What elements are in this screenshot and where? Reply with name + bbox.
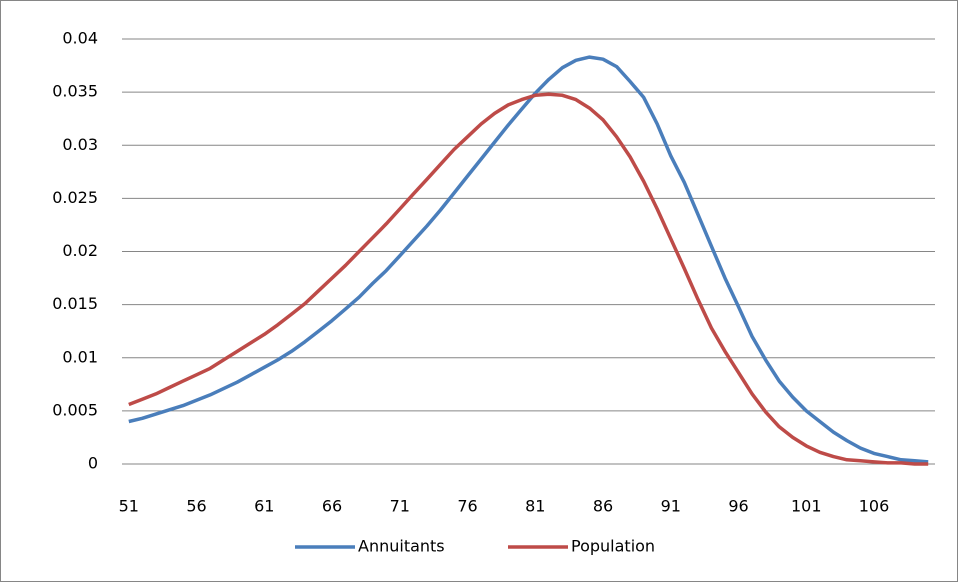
x-tick-label: 56 (186, 497, 206, 516)
series-line (128, 92, 929, 466)
x-tick-label: 81 (525, 497, 545, 516)
x-tick-label: 66 (322, 497, 342, 516)
y-tick-label: 0 (88, 454, 98, 473)
legend-label: Annuitants (358, 537, 445, 556)
x-tick-label: 61 (254, 497, 274, 516)
y-tick-label: 0.03 (62, 135, 98, 154)
x-tick-label: 91 (661, 497, 681, 516)
legend-label: Population (571, 537, 655, 556)
x-tick-label: 51 (119, 497, 139, 516)
y-tick-label: 0.01 (62, 347, 98, 366)
x-tick-label: 86 (593, 497, 613, 516)
y-tick-label: 0.025 (52, 188, 98, 207)
y-tick-label: 0.005 (52, 400, 98, 419)
series-line (128, 55, 929, 464)
x-tick-label: 101 (791, 497, 822, 516)
y-tick-label: 0.035 (52, 82, 98, 101)
y-tick-label: 0.02 (62, 241, 98, 260)
x-tick-label: 71 (390, 497, 410, 516)
x-tick-label: 106 (859, 497, 890, 516)
y-tick-label: 0.015 (52, 294, 98, 313)
x-tick-label: 96 (728, 497, 748, 516)
y-tick-label: 0.04 (62, 29, 98, 48)
x-tick-label: 76 (457, 497, 477, 516)
